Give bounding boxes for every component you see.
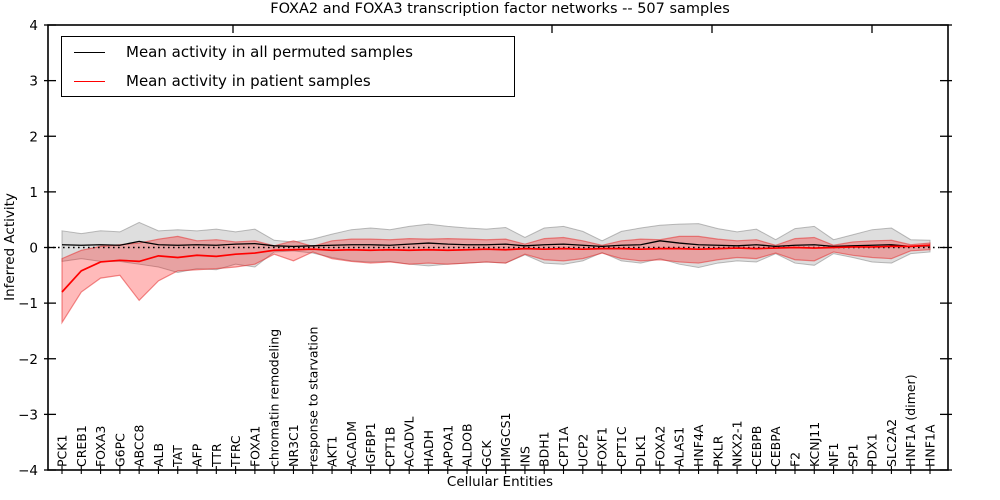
x-tick-label: response to starvation (305, 327, 320, 468)
x-tick-label: HNF1A (dimer) (903, 374, 918, 467)
patient-confidence-band (61, 235, 931, 325)
y-tick-label: −3 (18, 407, 38, 423)
y-tick-label: 1 (29, 185, 38, 201)
y-tick-label: −2 (18, 352, 38, 368)
x-tick-label: SLC2A2 (884, 419, 899, 467)
patient-mean-line (61, 244, 931, 293)
x-tick-label: FOXA2 (652, 426, 667, 467)
x-tick-label: CEBPA (768, 426, 783, 467)
legend-entry-patient: Mean activity in patient samples (62, 69, 514, 93)
x-tick-label: UCP2 (575, 434, 590, 467)
x-tick-label: PKLR (710, 435, 725, 467)
y-tick-label: −1 (18, 296, 38, 312)
y-tick-label: 0 (29, 241, 38, 257)
x-tick-label: APOA1 (440, 425, 455, 467)
x-tick-label: FOXA1 (247, 426, 262, 467)
y-tick-label: 3 (29, 74, 38, 90)
x-tick-label: HNF1A (923, 424, 938, 467)
x-tick-label: ALB (151, 443, 166, 467)
x-tick-label: TTR (209, 443, 224, 468)
x-tick-label: CPT1B (382, 427, 397, 467)
x-tick-label: INS (517, 446, 532, 467)
x-tick-label: SP1 (845, 444, 860, 467)
x-tick-label: BDH1 (537, 431, 552, 467)
x-tick-label: ACADM (344, 421, 359, 467)
x-tick-label: FOXA3 (93, 426, 108, 467)
x-tick-label: FOXF1 (595, 427, 610, 467)
y-tick-label: −4 (18, 463, 38, 479)
x-tick-label: G6PC (112, 433, 127, 467)
x-tick-label: ABCC8 (132, 425, 147, 467)
chart-title: FOXA2 and FOXA3 transcription factor net… (270, 1, 730, 17)
y-axis-label: Inferred Activity (2, 193, 18, 301)
x-tick-label: ALAS1 (672, 427, 687, 467)
permuted-line-swatch-icon (74, 51, 105, 53)
x-tick-label: NF1 (826, 443, 841, 468)
legend-label: Mean activity in patient samples (126, 72, 371, 90)
x-tick-label: chromatin remodeling (267, 329, 282, 467)
x-tick-label: GCK (479, 440, 494, 467)
x-tick-label: NR3C1 (286, 424, 301, 467)
x-tick-label: AFP (190, 443, 205, 467)
x-tick-label: PCK1 (55, 435, 70, 467)
x-tick-label: TFRC (228, 435, 243, 468)
x-tick-label: IGFBP1 (363, 422, 378, 467)
x-tick-label: AKT1 (325, 436, 340, 467)
x-axis-label: Cellular Entities (446, 474, 554, 490)
legend-entry-permuted: Mean activity in all permuted samples (62, 40, 514, 64)
x-tick-label: CPT1A (556, 426, 571, 467)
x-tick-label: ALDOB (460, 423, 475, 467)
x-tick-label: PDX1 (865, 433, 880, 467)
x-tick-label: CEBPB (749, 426, 764, 467)
x-tick-label: TAT (170, 445, 185, 468)
x-tick-label: CPT1C (614, 426, 629, 467)
legend: Mean activity in all permuted samples Me… (61, 36, 515, 97)
patient-line-swatch-icon (74, 80, 105, 82)
x-tick-label: DLK1 (633, 434, 648, 467)
x-tick-label: CREB1 (74, 425, 89, 467)
x-tick-label: NKX2-1 (730, 420, 745, 467)
x-tick-label: HMGCS1 (498, 413, 513, 467)
y-tick-label: 4 (29, 18, 38, 34)
y-tick-label: 2 (29, 129, 38, 145)
x-tick-label: HNF4A (691, 424, 706, 467)
x-tick-label: F2 (787, 452, 802, 467)
x-tick-label: HADH (421, 430, 436, 467)
permuted-mean-line (61, 240, 931, 248)
legend-label: Mean activity in all permuted samples (126, 43, 413, 61)
x-tick-label: KCNJ11 (807, 422, 822, 467)
x-tick-label: ACADVL (402, 416, 417, 467)
